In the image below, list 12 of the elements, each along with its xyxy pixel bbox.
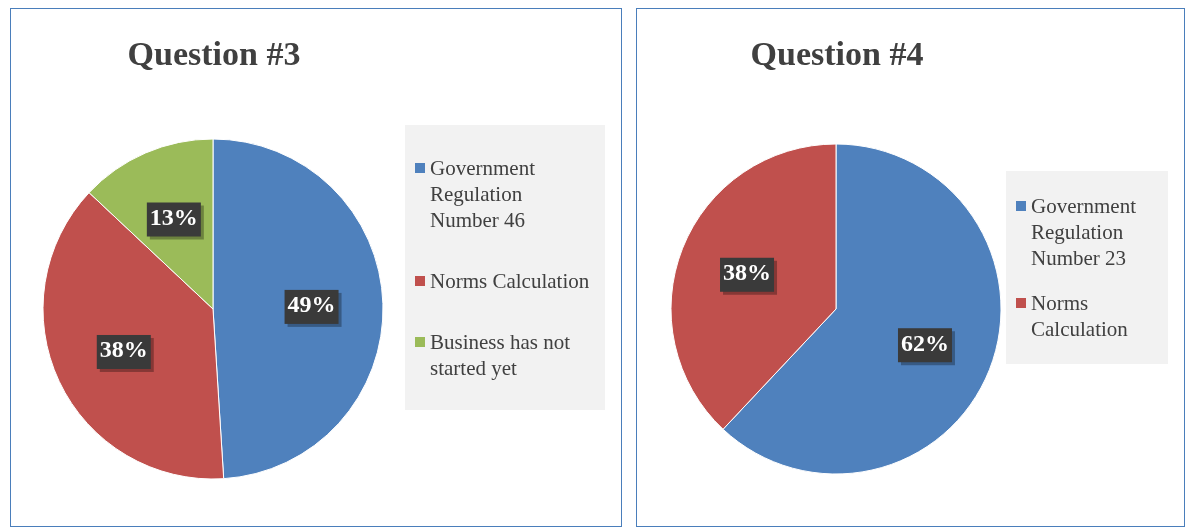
data-label: 49% [287, 291, 336, 318]
data-label: 38% [99, 336, 148, 363]
data-label: 38% [723, 259, 772, 286]
legend-label: Government Regulation Number 46 [430, 154, 536, 233]
legend-label: Norms Calculation [1031, 290, 1129, 343]
chart-title: Question #3 [126, 35, 302, 73]
legend-label: Norms Calculation [430, 267, 590, 294]
legend-label: Business has not started yet [430, 328, 571, 381]
data-label: 13% [149, 204, 198, 231]
chart-title: Question #4 [749, 35, 925, 73]
data-label: 62% [900, 329, 949, 356]
legend-label: Government Regulation Number 23 [1031, 192, 1137, 271]
